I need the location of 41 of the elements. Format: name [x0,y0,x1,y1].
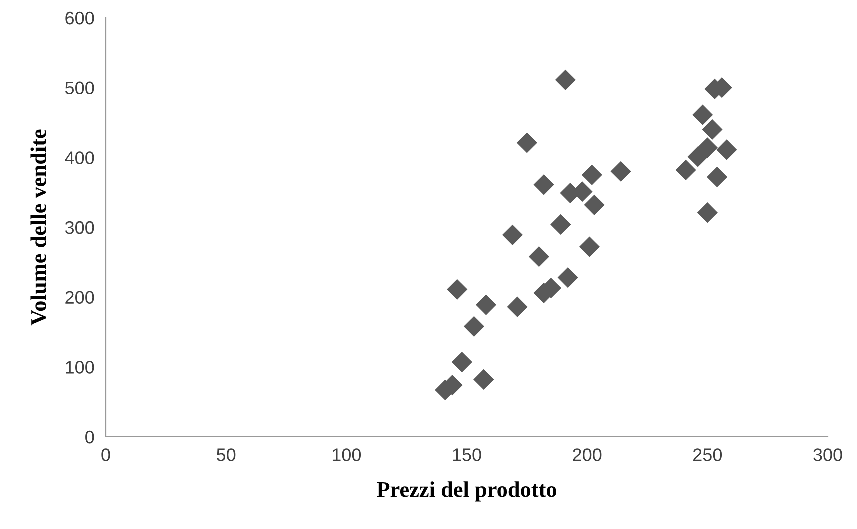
y-tick-label: 400 [65,152,94,164]
x-axis-title: Prezzi del prodotto [377,482,556,502]
x-tick-label: 100 [332,448,362,462]
point [507,296,528,318]
point [702,119,723,140]
y-tick-label: 300 [65,221,94,234]
point [476,294,497,316]
point [676,160,696,181]
point [579,236,600,258]
point [610,161,632,182]
point [697,138,718,158]
x-tick-label: 0 [102,448,110,462]
x-tick-label: 150 [453,448,482,462]
point [550,214,572,236]
point [706,166,728,188]
point [716,140,738,160]
point [447,279,468,300]
y-tick-label: 500 [65,82,94,95]
x-tick-label: 50 [217,448,236,462]
point [516,132,538,154]
x-tick-label: 250 [694,448,722,462]
point [464,316,485,337]
x-tick-label: 300 [814,448,842,462]
point [534,174,554,196]
point [452,352,472,373]
point [697,202,718,224]
point [474,369,494,390]
point [502,224,524,246]
y-tick-label: 0 [86,430,94,444]
point [528,246,550,268]
x-tick-label: 200 [573,448,602,462]
y-tick-label: 200 [66,291,94,304]
y-axis-title: Volume delle vendite [30,130,46,326]
point [688,146,708,168]
point [582,164,602,186]
point [555,70,576,90]
y-tick-label: 100 [66,361,94,374]
point [584,194,605,216]
y-tick-label: 600 [66,12,94,25]
point [558,267,578,288]
point [692,104,714,126]
